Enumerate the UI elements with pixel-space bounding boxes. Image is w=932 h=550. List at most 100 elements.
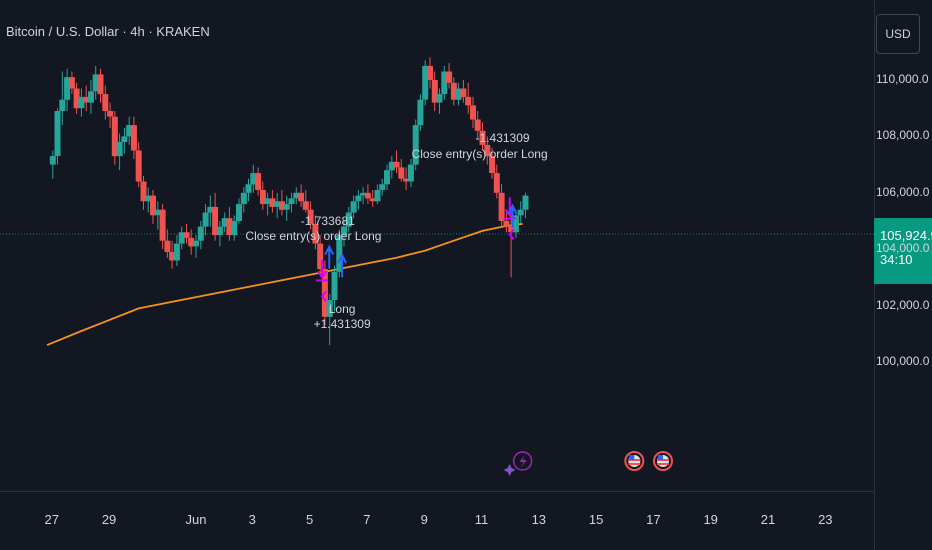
candle-body: [460, 88, 467, 97]
candle-body: [522, 195, 529, 210]
candle-body: [465, 96, 472, 106]
candle-body: [317, 243, 324, 269]
candle-body: [102, 94, 109, 111]
candle-body: [374, 190, 381, 202]
candle-body: [422, 65, 429, 100]
candle-body: [403, 178, 410, 182]
candle-body: [350, 201, 357, 213]
candle-body: [503, 221, 510, 227]
candle-body: [427, 65, 433, 80]
candle-body: [59, 99, 66, 111]
price-axis-label: 106,000.0: [876, 184, 930, 199]
candle-body: [88, 91, 94, 103]
candle-body: [393, 161, 400, 168]
candle-body: [107, 111, 114, 117]
candle-body: [436, 94, 443, 103]
last-price-value: 105,924.9: [880, 228, 932, 243]
candle-body: [302, 201, 309, 210]
candle-body: [150, 195, 156, 216]
candle-body: [388, 161, 395, 171]
time-axis-label: 27: [44, 512, 59, 527]
candle-body: [484, 144, 491, 157]
candle-body: [188, 237, 195, 247]
candle-body: [364, 192, 371, 199]
time-axis-label: 5: [305, 512, 314, 527]
candle-body: [135, 150, 142, 182]
flag-canton: [657, 455, 663, 460]
candle-body: [216, 226, 223, 236]
event-icon: [512, 451, 533, 471]
candle-body: [193, 240, 199, 247]
candle-body: [498, 192, 505, 221]
flag-stripe: [656, 463, 669, 465]
candle-body: [441, 71, 448, 95]
candle-body: [130, 125, 137, 151]
time-axis-label: 11: [474, 512, 489, 527]
trade-annotation: Close entry(s) order Long: [411, 146, 548, 161]
price-axis-label: 108,000.0: [876, 128, 930, 143]
candle-body: [341, 226, 347, 236]
time-axis-label: 19: [703, 512, 718, 527]
candle-body: [240, 192, 247, 205]
candle-body: [116, 142, 123, 157]
candle-body: [64, 77, 71, 100]
time-axis-label: 15: [588, 512, 604, 527]
last-price-label: 105,924.9 34:10: [874, 218, 932, 284]
candle-body: [264, 198, 271, 204]
long-entry-arrow: [507, 203, 518, 228]
currency-button[interactable]: USD: [876, 14, 920, 54]
candle-body: [78, 96, 85, 109]
time-axis-label: 9: [420, 512, 428, 527]
candle-body: [68, 77, 75, 89]
candle-body: [164, 240, 171, 252]
close-exit-arrow: [316, 259, 329, 282]
trade-annotation: -1.431309: [475, 131, 530, 146]
candle-body: [455, 88, 462, 100]
candle-body: [312, 223, 319, 244]
candle-body: [183, 232, 190, 238]
candle-body: [307, 209, 314, 224]
candle-body: [111, 116, 118, 157]
candle-body: [369, 198, 376, 202]
price-axis-label: 104,000.0: [876, 241, 930, 256]
candle-body: [379, 184, 386, 190]
candle-body: [154, 209, 161, 216]
candle-body: [450, 82, 457, 100]
candle-body: [140, 181, 147, 202]
candle-body: [512, 215, 519, 233]
moving-average-line: [46, 222, 523, 346]
time-axis-label: 7: [363, 512, 371, 527]
time-axis-label: 29: [101, 512, 117, 527]
candle-body: [431, 80, 438, 103]
candle-body: [121, 136, 128, 142]
candle-body: [355, 195, 362, 202]
symbol-title[interactable]: Bitcoin / U.S. Dollar · 4h · KRAKEN: [6, 24, 210, 39]
candle-body: [169, 252, 176, 261]
time-axis-label: 13: [531, 512, 547, 527]
candle-body: [360, 192, 367, 196]
exit-chevron: [508, 228, 515, 240]
candle-body: [417, 99, 424, 126]
candle-body: [283, 204, 290, 210]
price-axis-label: 110,000.0: [876, 72, 929, 86]
lightning-icon: [519, 455, 527, 468]
candle-body: [159, 209, 166, 241]
trade-annotation: Long: [328, 301, 356, 316]
sparkle-icon: [503, 464, 516, 476]
candle-body: [126, 125, 133, 137]
candle-body: [92, 74, 99, 92]
bar-countdown: 34:10: [880, 252, 913, 267]
candle-body: [97, 74, 104, 95]
candle-body: [73, 88, 80, 109]
candle-body: [293, 192, 300, 199]
candle-body: [331, 271, 338, 300]
candle-body: [250, 173, 257, 185]
candle-body: [54, 111, 61, 157]
time-axis-label: Jun: [185, 512, 207, 527]
candle-body: [470, 105, 476, 120]
candle-body: [384, 170, 390, 185]
flag-stripe: [628, 463, 641, 465]
time-axis-label: 21: [760, 512, 776, 527]
candle-body: [231, 221, 238, 236]
